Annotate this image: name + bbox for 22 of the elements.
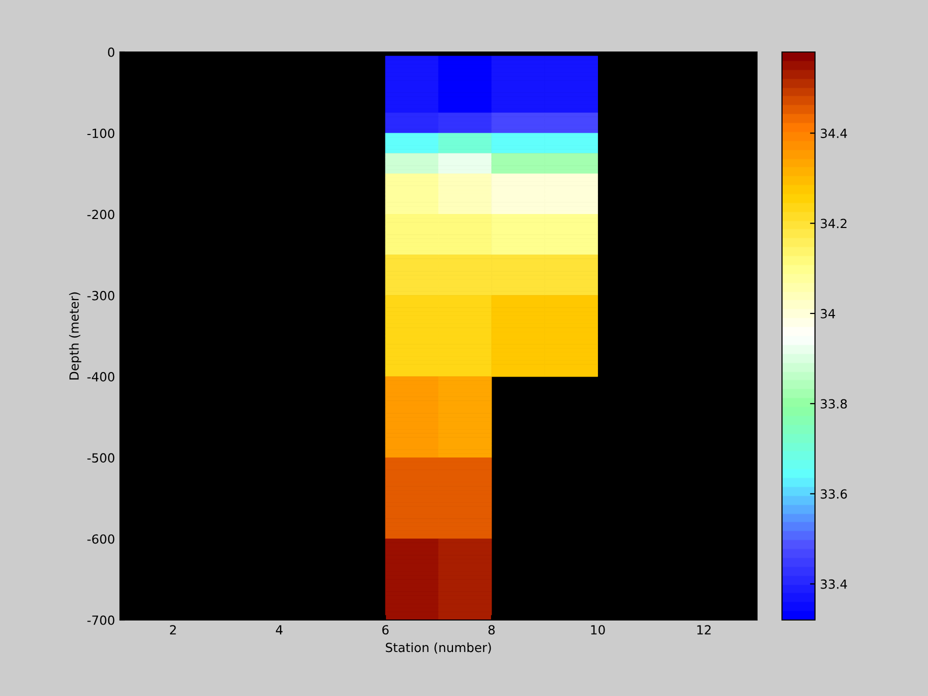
x-tick-label: 8 <box>488 625 495 635</box>
color-bar-label: 34.4 <box>820 128 847 138</box>
x-axis-title: Station (number) <box>386 642 491 654</box>
y-tick-label: -200 <box>87 210 114 220</box>
y-tick-label: -500 <box>87 453 114 463</box>
color-bar-label: 34 <box>820 308 836 318</box>
x-tick-label: 2 <box>170 625 176 634</box>
x-tick-label: 4 <box>276 625 283 634</box>
y-tick-label: -400 <box>87 372 114 382</box>
y-tick-label: -100 <box>87 128 114 138</box>
y-tick-label: 0 <box>108 47 114 57</box>
color-bar-label: 33.6 <box>820 489 847 499</box>
color-bar-label: 34.2 <box>820 218 846 228</box>
color-bar-label: 33.4 <box>820 579 847 589</box>
y-axis-title: Depth (meter) <box>69 292 82 380</box>
y-tick-label: -300 <box>87 290 114 300</box>
x-tick-label: 6 <box>382 625 389 635</box>
color-bar-label: 33.8 <box>820 399 847 409</box>
x-tick-label: 12 <box>697 625 711 634</box>
y-tick-label: -600 <box>87 534 114 544</box>
y-tick-label: -700 <box>87 615 114 625</box>
x-tick-label: 10 <box>591 625 605 635</box>
